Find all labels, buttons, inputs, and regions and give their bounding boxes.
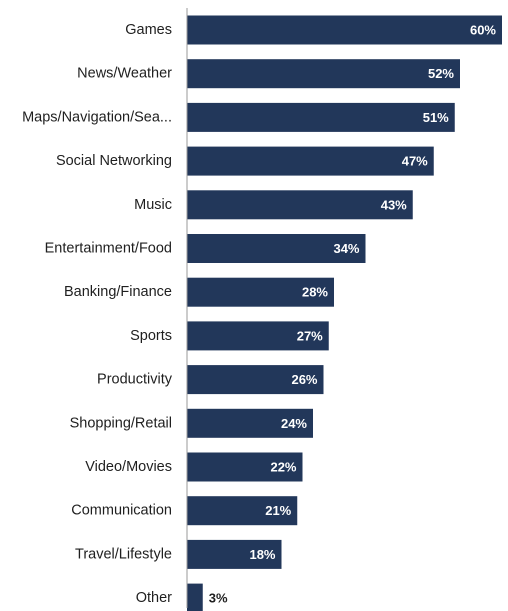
value-label-productivity: 26%: [291, 372, 317, 387]
bar-productivity: [187, 365, 324, 395]
bar-games: [187, 15, 502, 45]
bar-banking-finance: [187, 277, 334, 307]
category-label-video-movies: Video/Movies: [85, 459, 172, 475]
value-label-news-weather: 52%: [428, 66, 454, 81]
bar-social-networking: [187, 146, 434, 176]
value-label-video-movies: 22%: [270, 460, 296, 475]
bar-news-weather: [187, 59, 460, 89]
category-label-banking-finance: Banking/Finance: [64, 284, 172, 300]
bars: [187, 15, 502, 611]
value-label-maps-navigation-sea: 51%: [423, 110, 449, 125]
category-label-games: Games: [125, 22, 172, 38]
bar-travel-lifestyle: [187, 539, 282, 569]
category-label-maps-navigation-sea: Maps/Navigation/Sea...: [22, 109, 172, 125]
category-label-productivity: Productivity: [97, 372, 173, 388]
category-label-communication: Communication: [71, 503, 172, 519]
category-label-other: Other: [136, 590, 172, 606]
value-label-other: 3%: [209, 591, 228, 606]
bar-sports: [187, 321, 329, 351]
bar-entertainment-food: [187, 234, 366, 263]
value-label-music: 43%: [381, 197, 407, 212]
bar-communication: [187, 496, 298, 526]
value-label-banking-finance: 28%: [302, 285, 328, 300]
category-label-music: Music: [134, 197, 172, 213]
bar-maps-navigation-sea: [187, 102, 455, 132]
value-labels: 60% 52% 51% 47% 43% 34% 28% 27% 26% 24% 22% 21% 18% 3…: [209, 23, 497, 606]
value-label-social-networking: 47%: [402, 154, 428, 169]
category-labels: Games News/Weather Maps/Navigation/Sea... S…: [22, 22, 173, 606]
value-label-games: 60%: [470, 23, 496, 38]
bar-video-movies: [187, 452, 303, 482]
value-label-sports: 27%: [297, 328, 323, 343]
bar-music: [187, 190, 413, 220]
category-label-sports: Sports: [130, 328, 172, 344]
bar-shopping-retail: [187, 408, 313, 438]
value-label-entertainment-food: 34%: [333, 241, 359, 256]
value-label-shopping-retail: 24%: [281, 416, 307, 431]
bar-other: [187, 583, 203, 611]
category-label-social-networking: Social Networking: [56, 153, 172, 169]
category-label-news-weather: News/Weather: [77, 66, 172, 82]
value-label-travel-lifestyle: 18%: [249, 547, 275, 562]
category-label-entertainment-food: Entertainment/Food: [45, 241, 172, 257]
category-label-shopping-retail: Shopping/Retail: [70, 415, 172, 431]
value-label-communication: 21%: [265, 503, 291, 518]
category-label-travel-lifestyle: Travel/Lifestyle: [75, 546, 172, 562]
